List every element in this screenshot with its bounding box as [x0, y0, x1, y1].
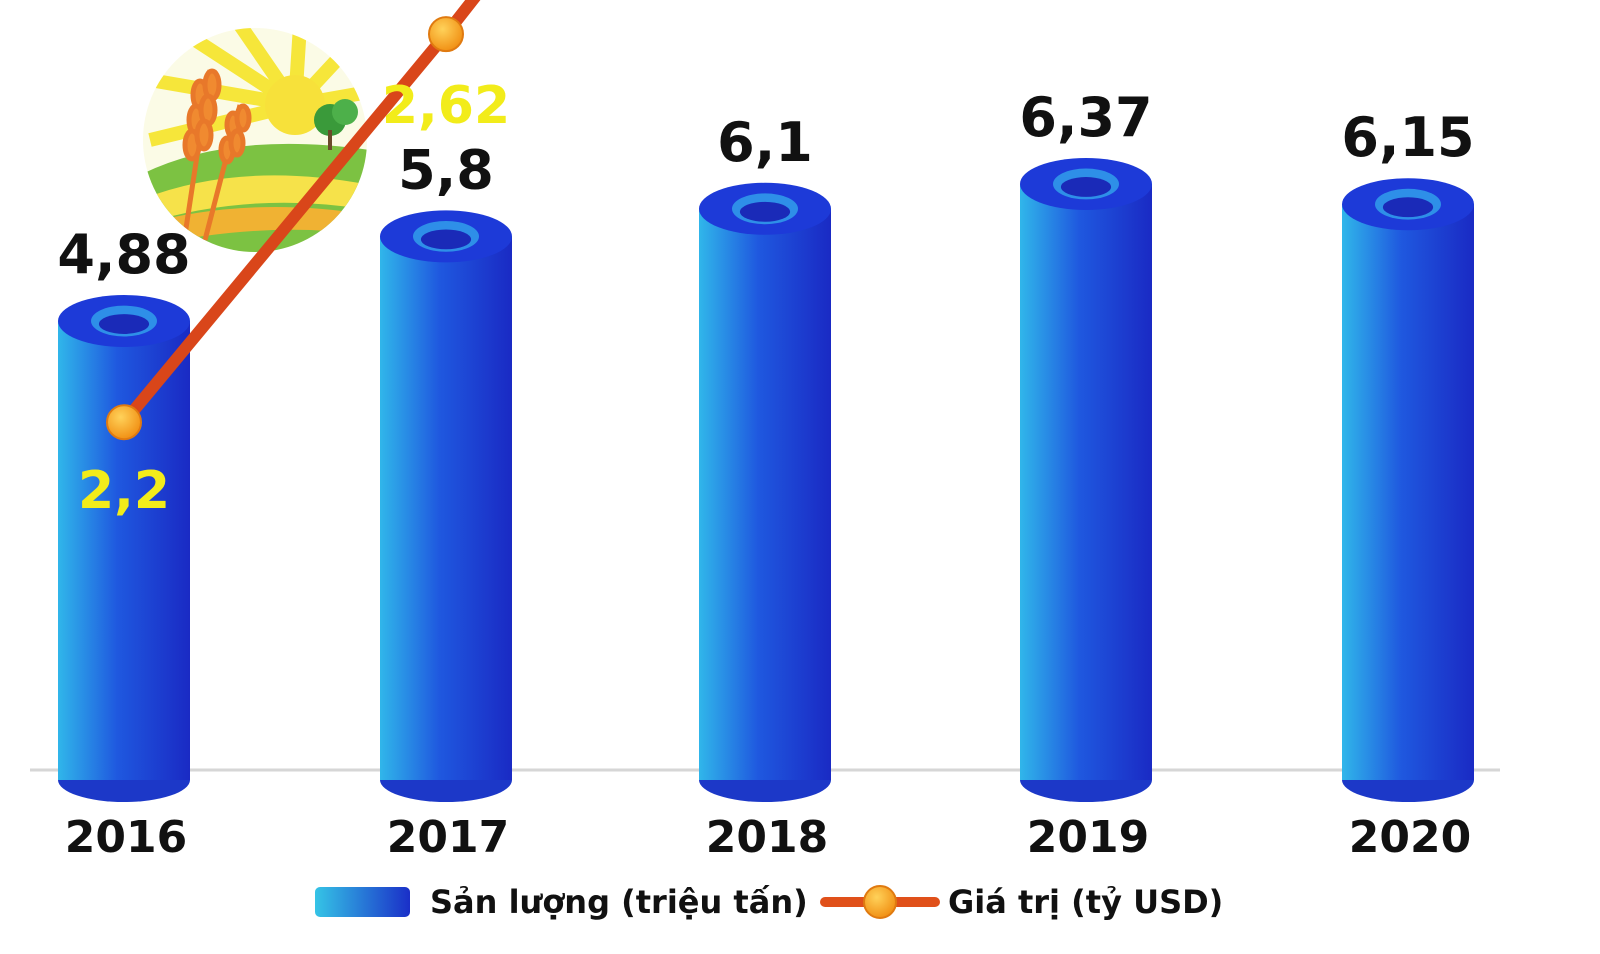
legend: Sản lượng (triệu tấn) Giá trị (tỷ USD)	[315, 883, 1223, 921]
legend-bar-label: Sản lượng (triệu tấn)	[430, 883, 808, 921]
bar	[1020, 157, 1152, 802]
bar	[380, 210, 512, 802]
line-value-label: 2,2	[78, 461, 170, 521]
bar-value-label: 6,15	[1341, 106, 1474, 169]
bar-top-hole-inner	[1382, 197, 1434, 218]
x-tick-label: 2020	[1349, 812, 1471, 863]
bar-body	[58, 321, 190, 780]
bar	[1342, 178, 1474, 802]
line-series-path	[118, 0, 481, 429]
bar-body	[699, 208, 831, 781]
line-point	[106, 404, 142, 441]
legend-item-line: Giá trị (tỷ USD)	[820, 883, 1223, 921]
bar-value-label: 6,37	[1019, 86, 1152, 149]
legend-item-bar: Sản lượng (triệu tấn)	[315, 883, 808, 921]
legend-bar-swatch	[315, 887, 410, 917]
bar-top-hole-inner	[98, 314, 150, 334]
bar-value-label: 4,88	[57, 223, 190, 286]
bar-top-hole-inner	[420, 229, 472, 250]
x-tick-label: 2019	[1027, 812, 1149, 863]
bar-value-label: 6,1	[717, 111, 813, 174]
x-tick-label: 2017	[387, 812, 509, 863]
bar-value-label: 5,8	[398, 138, 494, 201]
bar	[699, 182, 831, 802]
bar-top-hole-inner	[1060, 177, 1112, 197]
bar-body	[1020, 183, 1152, 780]
agriculture-logo-icon	[143, 28, 367, 252]
legend-line-label: Giá trị (tỷ USD)	[948, 883, 1223, 921]
line-value-label: 2,62	[382, 76, 510, 136]
legend-line-marker	[863, 885, 897, 919]
line-point	[428, 16, 464, 53]
bar-top-hole-inner	[739, 201, 791, 222]
bar	[58, 295, 190, 802]
x-tick-label: 2016	[65, 812, 187, 863]
bar-body	[380, 236, 512, 780]
bar-body	[1342, 204, 1474, 780]
x-tick-label: 2018	[706, 812, 828, 863]
